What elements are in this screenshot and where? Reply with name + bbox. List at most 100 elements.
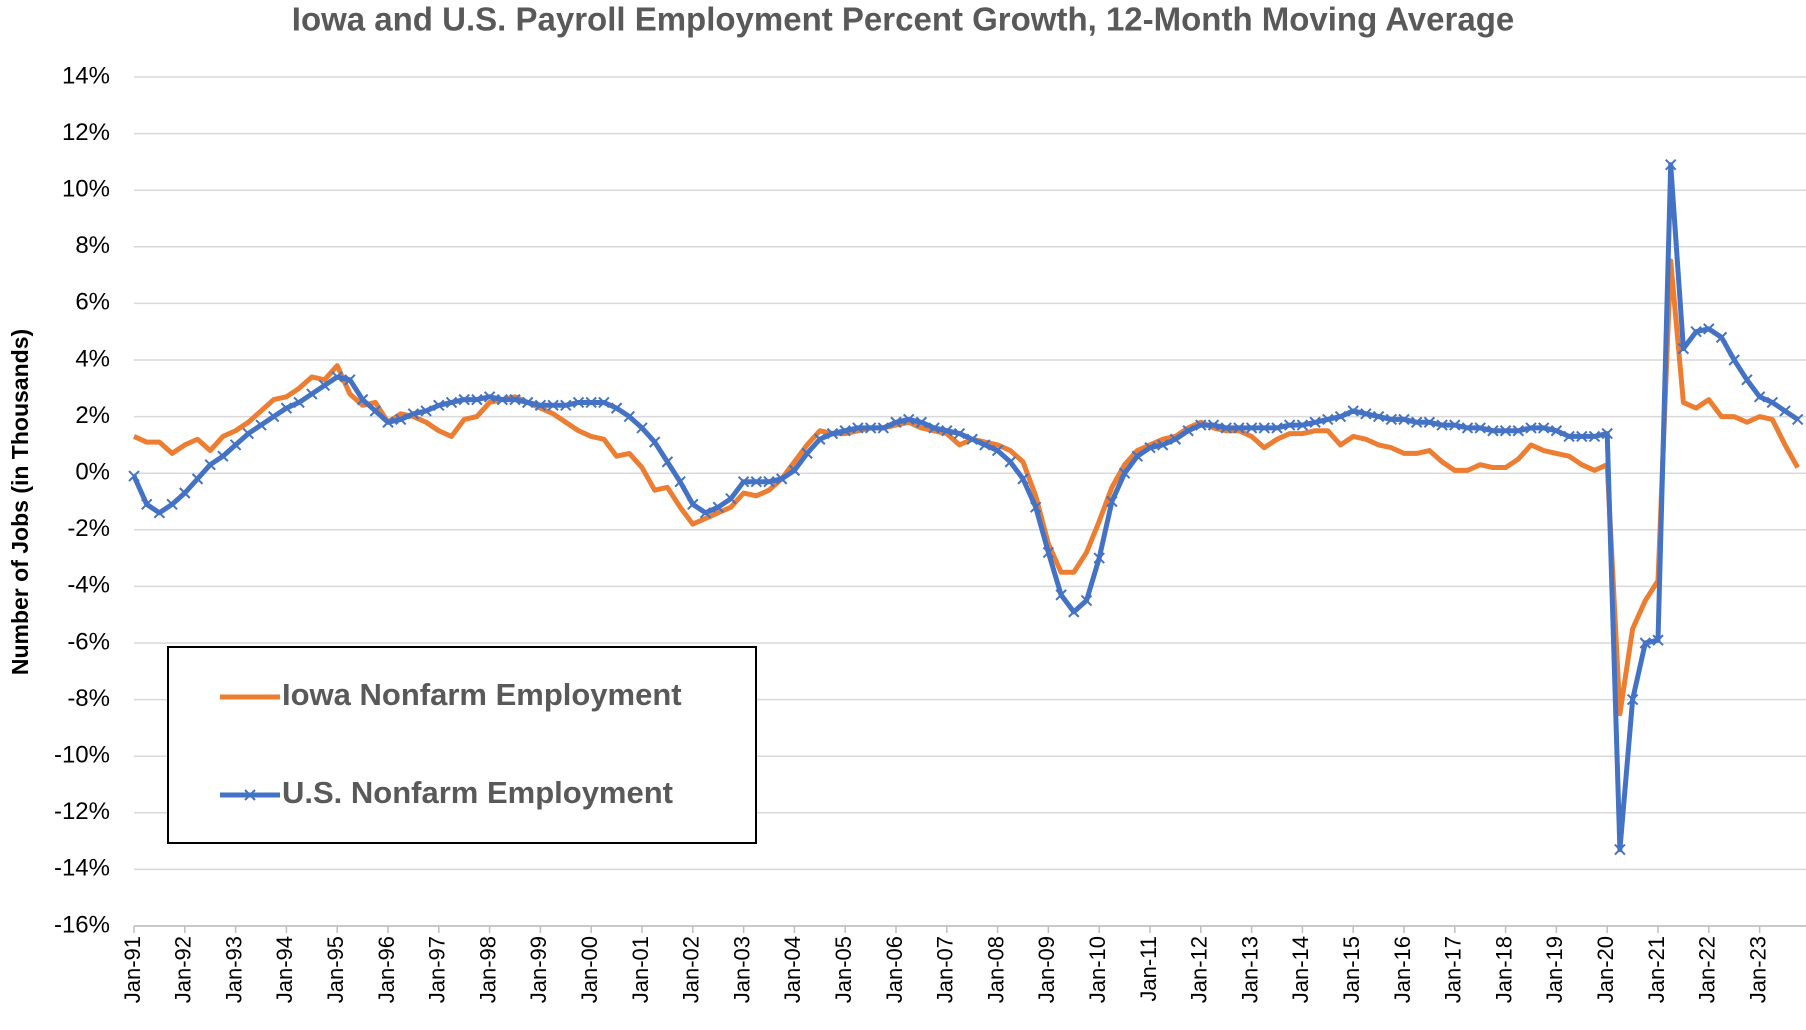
x-tick-label: Jan-06	[882, 936, 907, 1003]
x-tick-label: Jan-04	[780, 936, 805, 1003]
y-tick-label: 0%	[75, 459, 110, 486]
x-tick-label: Jan-23	[1745, 936, 1770, 1003]
point-marker	[1258, 422, 1271, 434]
point-marker	[229, 439, 242, 451]
point-marker	[1207, 419, 1220, 431]
point-marker	[1779, 405, 1791, 417]
x-tick-label: Jan-18	[1491, 936, 1516, 1003]
point-marker	[712, 501, 724, 513]
point-marker	[801, 447, 813, 460]
point-marker	[534, 399, 547, 411]
point-marker	[1512, 425, 1525, 437]
point-marker	[1601, 427, 1613, 440]
legend-label: Iowa Nonfarm Employment	[282, 677, 682, 712]
x-tick-label: Jan-11	[1136, 936, 1161, 1002]
point-marker	[1118, 467, 1131, 479]
point-marker	[433, 399, 445, 411]
point-marker	[1715, 331, 1728, 344]
y-tick-label: -12%	[54, 798, 110, 825]
point-marker	[1322, 413, 1334, 426]
x-tick-label: Jan-12	[1187, 936, 1212, 1003]
point-marker	[1614, 843, 1626, 856]
series-line	[132, 258, 1800, 717]
point-marker	[407, 408, 420, 420]
point-marker	[166, 498, 178, 511]
point-marker	[140, 498, 153, 511]
point-marker	[1588, 430, 1601, 443]
y-tick-label: -10%	[54, 742, 110, 769]
x-tick-label: Jan-07	[933, 936, 958, 1003]
x-tick-label: Jan-95	[323, 936, 348, 1003]
point-marker	[344, 374, 356, 386]
point-marker	[636, 422, 648, 434]
point-marker	[775, 473, 788, 485]
y-tick-label: 6%	[75, 289, 110, 316]
x-tick-label: Jan-03	[729, 936, 754, 1003]
point-marker	[1639, 637, 1652, 649]
point-marker	[1398, 413, 1410, 426]
point-marker	[483, 391, 496, 403]
point-marker	[153, 507, 166, 519]
point-marker	[902, 413, 915, 426]
point-marker	[1233, 422, 1245, 434]
point-marker	[1652, 634, 1664, 646]
point-marker	[191, 473, 204, 485]
x-tick-label: Jan-21	[1644, 936, 1669, 1003]
x-tick-label: Jan-08	[983, 936, 1008, 1003]
point-marker	[521, 396, 534, 409]
point-marker	[953, 427, 966, 440]
point-marker	[674, 475, 686, 488]
point-marker	[915, 416, 928, 428]
point-marker	[242, 427, 255, 440]
x-tick-label: Jan-20	[1593, 936, 1618, 1003]
point-marker	[280, 402, 293, 414]
point-marker	[1334, 410, 1347, 423]
point-marker	[864, 422, 877, 434]
x-tick-label: Jan-10	[1085, 936, 1110, 1003]
point-marker	[1169, 433, 1182, 445]
point-marker	[598, 396, 610, 409]
point-marker	[1004, 456, 1017, 468]
point-marker	[1753, 391, 1766, 403]
x-tick-label: Jan-96	[374, 936, 399, 1003]
y-tick-label: 2%	[75, 402, 110, 429]
point-marker	[509, 393, 521, 406]
point-marker	[648, 436, 661, 448]
point-marker	[179, 487, 191, 499]
point-marker	[1220, 422, 1232, 434]
point-marker	[1537, 422, 1550, 434]
point-marker	[1042, 546, 1055, 559]
x-tick-label: Jan-09	[1034, 936, 1059, 1003]
point-marker	[890, 416, 902, 428]
y-axis-label: Number of Jobs (in Thousands)	[7, 329, 33, 675]
x-tick-label: Jan-17	[1441, 936, 1466, 1003]
point-marker	[445, 396, 458, 409]
point-marker	[1728, 354, 1740, 366]
point-marker	[814, 433, 826, 445]
point-marker	[560, 399, 572, 411]
point-marker	[1791, 413, 1804, 426]
point-marker	[1271, 422, 1283, 434]
point-marker	[1499, 425, 1512, 437]
point-marker	[1055, 589, 1067, 601]
point-marker	[1677, 342, 1690, 355]
x-tick-label: Jan-91	[120, 936, 145, 1003]
x-tick-label: Jan-14	[1288, 936, 1313, 1003]
point-marker	[1156, 439, 1169, 451]
point-marker	[991, 444, 1004, 457]
point-marker	[852, 422, 864, 434]
chart-title: Iowa and U.S. Payroll Employment Percent…	[292, 1, 1514, 38]
point-marker	[1525, 422, 1537, 434]
point-marker	[839, 425, 851, 437]
point-marker	[1283, 419, 1296, 431]
point-marker	[1372, 410, 1385, 423]
x-tick-label: Jan-13	[1237, 936, 1262, 1003]
point-marker	[420, 405, 432, 417]
point-marker	[471, 393, 483, 406]
point-marker	[966, 433, 978, 445]
point-marker	[1195, 419, 1207, 431]
point-marker	[394, 413, 407, 426]
point-marker	[331, 371, 343, 383]
y-tick-label: 12%	[62, 119, 110, 146]
